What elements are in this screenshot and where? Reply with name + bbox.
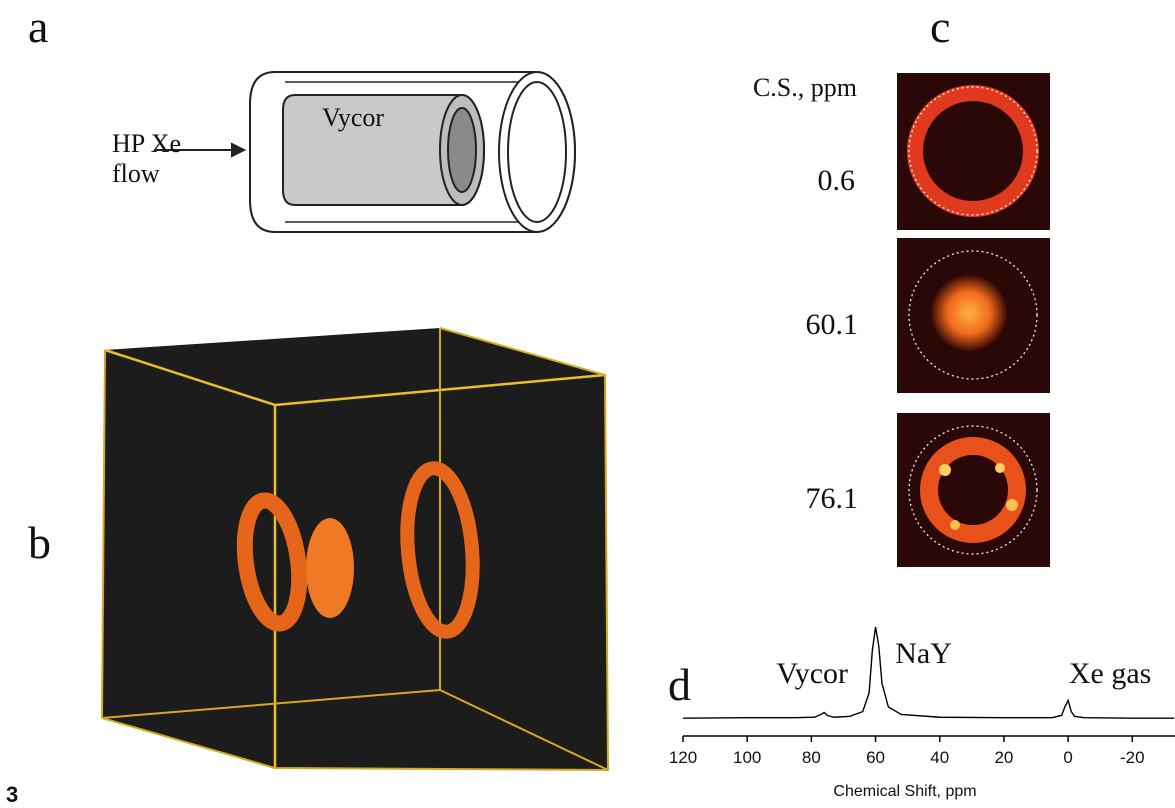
mri-render: [102, 328, 608, 770]
x-tick-label: 120: [669, 748, 697, 767]
panel-label: c: [930, 1, 950, 52]
x-tick-label: 20: [994, 748, 1013, 767]
image: [897, 238, 1050, 393]
inlet-label: HP Xe: [112, 129, 181, 158]
tube-diagram: [155, 72, 575, 232]
x-tick-label: 60: [866, 748, 885, 767]
image: [897, 73, 1050, 230]
x-tick-label: 100: [733, 748, 761, 767]
panel-label: d: [668, 659, 691, 710]
peak-label: NaY: [895, 637, 952, 670]
peak-label: Vycor: [776, 657, 848, 690]
x-tick-label: -20: [1120, 748, 1145, 767]
figure: a b c d 3 HP Xe flow Vycor C.S., ppm: [0, 0, 1175, 808]
figure-number: 3: [6, 782, 18, 807]
panel-label: a: [28, 1, 48, 52]
inlet-label: flow: [112, 159, 160, 188]
x-tick-label: 0: [1063, 748, 1072, 767]
x-tick-label: 80: [802, 748, 821, 767]
column-header: C.S., ppm: [753, 73, 857, 102]
peak-label: Xe gas: [1069, 657, 1151, 690]
x-axis-label: Chemical Shift, ppm: [833, 783, 976, 800]
shift-label: 76.1: [806, 482, 859, 515]
x-tick-label: 40: [930, 748, 949, 767]
shift-label: 0.6: [818, 164, 856, 197]
image: [897, 413, 1050, 567]
sample-label: Vycor: [322, 103, 384, 132]
panel-label: b: [28, 517, 51, 568]
shift-label: 60.1: [806, 308, 859, 341]
